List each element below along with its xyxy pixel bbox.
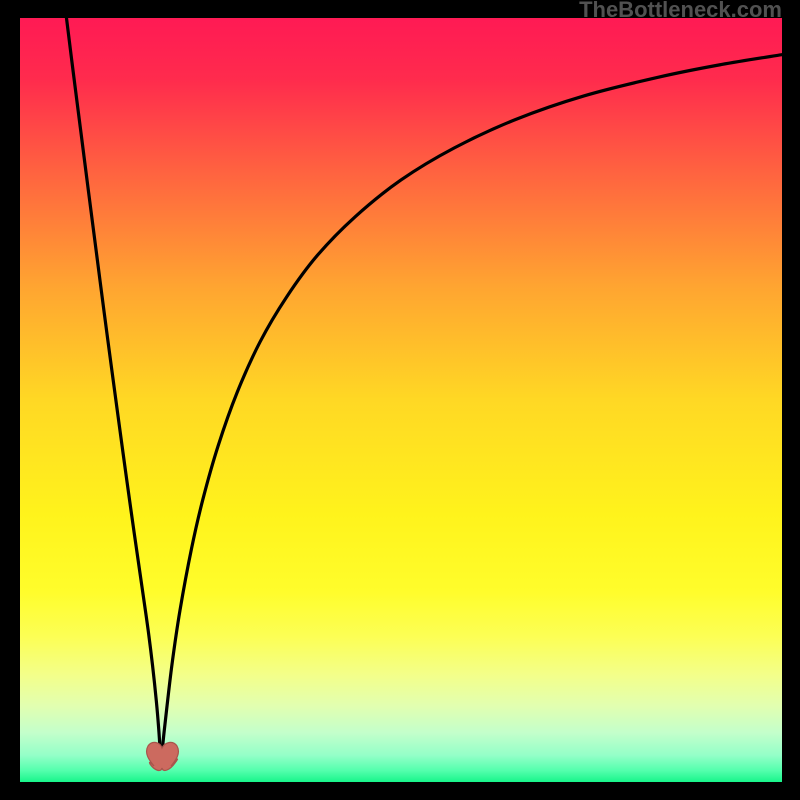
plot-area [20, 18, 782, 782]
watermark-label: TheBottleneck.com [579, 0, 782, 23]
curve-left [66, 18, 160, 765]
curve-right [161, 55, 782, 766]
chart-canvas: TheBottleneck.com [0, 0, 800, 800]
frame-border-right [782, 0, 800, 800]
min-marker-icon [147, 742, 179, 770]
frame-border-bottom [0, 782, 800, 800]
frame-border-left [0, 0, 20, 800]
bottleneck-curves [20, 18, 782, 782]
